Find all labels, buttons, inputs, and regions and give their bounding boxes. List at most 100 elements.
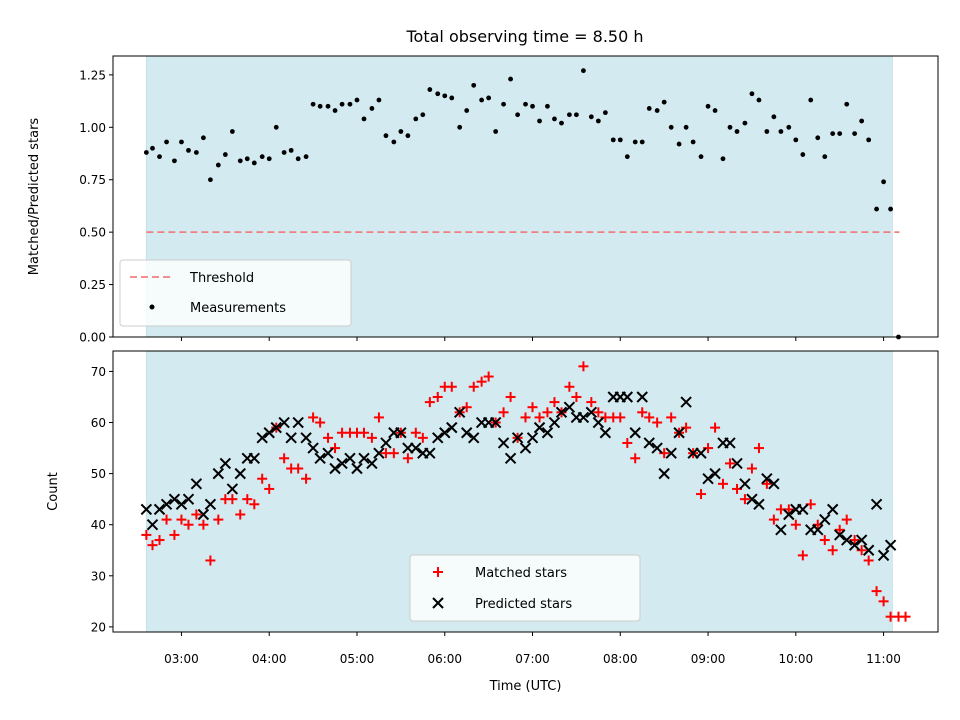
predicted-star-point	[424, 447, 436, 459]
matched-star-point	[783, 504, 794, 515]
bottom-panel: 20 30 40 50 60 70 03:00 04:00 05:00 06:00 07:00 08…	[46, 350, 939, 694]
measurement-point	[208, 177, 213, 183]
predicted-star-point	[833, 529, 846, 541]
measurement-point	[793, 137, 799, 143]
matched-star-point	[849, 535, 860, 546]
matched-star-point	[739, 494, 750, 505]
y-tick-label: 60	[91, 416, 106, 430]
y-tick-label: 0.25	[79, 278, 106, 292]
measurement-point	[150, 145, 155, 151]
matched-star-point	[615, 412, 626, 423]
measurement-point	[852, 131, 858, 136]
measurement-point	[325, 103, 331, 109]
measurement-point	[574, 112, 579, 118]
predicted-star-point	[489, 416, 502, 429]
measurement-point	[508, 76, 513, 82]
predicted-star-point	[197, 508, 210, 521]
predicted-star-point	[724, 437, 736, 449]
measurement-point	[172, 158, 177, 164]
matched-star-point	[652, 417, 663, 428]
predicted-star-point	[263, 427, 275, 439]
matched-star-point	[710, 422, 721, 433]
predicted-star-point	[709, 467, 721, 480]
measurement-point	[288, 147, 294, 153]
measurement-point	[874, 206, 879, 212]
measurement-point	[251, 160, 257, 166]
matched-star-point	[746, 463, 757, 474]
matched-star-point	[717, 478, 728, 489]
measurement-point	[859, 118, 865, 124]
x-tick-label: 10:00	[779, 652, 814, 666]
matched-star-point	[227, 494, 238, 505]
y-tick-label: 0.50	[79, 226, 106, 240]
measurement-point	[588, 114, 594, 120]
predicted-star-point	[768, 478, 780, 490]
predicted-star-point	[146, 519, 159, 531]
measurement-point	[552, 116, 557, 122]
predicted-star-point	[621, 391, 634, 403]
matched-star-point	[644, 412, 655, 423]
matched-star-point	[768, 514, 779, 525]
matched-star-point	[293, 463, 304, 474]
measurement-point	[376, 97, 382, 103]
measurement-point	[383, 133, 389, 139]
predicted-star-point	[212, 467, 225, 480]
measurement-point	[479, 97, 485, 103]
matched-star-point	[205, 555, 216, 566]
measurement-point	[530, 103, 535, 109]
measurement-point	[259, 154, 265, 160]
predicted-star-point	[870, 498, 883, 510]
measurement-point	[595, 118, 601, 124]
bottom-axes-frame	[112, 350, 939, 633]
matched-star-point	[330, 443, 341, 454]
predicted-star-point	[322, 447, 334, 459]
matched-star-point	[659, 448, 670, 459]
legend-matched-label: Matched stars	[475, 566, 567, 581]
measurement-point	[186, 147, 191, 153]
predicted-star-point	[526, 432, 539, 444]
measurement-point	[566, 112, 572, 118]
predicted-star-point	[519, 442, 532, 454]
x-tick-label: 06:00	[427, 652, 462, 666]
predicted-star-point	[468, 432, 480, 444]
measurement-point	[624, 154, 630, 160]
matched-star-point	[586, 397, 597, 408]
measurement-point	[712, 108, 718, 113]
matched-star-point	[257, 473, 268, 484]
measurement-point	[405, 133, 411, 139]
predicted-star-point	[826, 503, 839, 516]
matched-star-point	[900, 611, 911, 622]
predicted-star-point	[270, 421, 282, 434]
predicted-star-point	[168, 493, 181, 505]
predicted-star-point	[395, 427, 407, 439]
predicted-star-point	[175, 498, 188, 510]
measurement-point	[815, 135, 821, 141]
measurement-point	[442, 93, 448, 99]
measurement-point	[457, 124, 463, 130]
matched-star-point	[191, 509, 202, 520]
matched-star-point	[301, 473, 312, 484]
matched-star-point	[827, 545, 838, 556]
measurement-point	[317, 103, 323, 109]
x-tick-label: 04:00	[252, 652, 287, 666]
top-axes-frame	[112, 55, 939, 338]
predicted-star-point	[673, 427, 685, 439]
predicted-star-point	[775, 524, 787, 536]
y-tick-label: 30	[91, 569, 106, 583]
measurement-point	[515, 112, 521, 118]
y-tick-label: 20	[91, 620, 106, 634]
measurement-point	[347, 101, 353, 107]
predicted-star-point	[643, 437, 655, 449]
predicted-star-point	[665, 447, 677, 459]
matched-star-point	[637, 407, 648, 418]
measurement-point	[632, 139, 638, 145]
predicted-star-point	[848, 539, 861, 551]
predicted-star-point	[746, 493, 758, 505]
measurement-point	[749, 91, 755, 97]
predicted-star-point	[373, 447, 385, 459]
matched-star-point	[483, 371, 494, 382]
measurements-series	[143, 68, 901, 340]
matched-star-point	[863, 555, 874, 566]
predicted-star-point	[497, 437, 510, 449]
matched-star-point	[593, 407, 604, 418]
